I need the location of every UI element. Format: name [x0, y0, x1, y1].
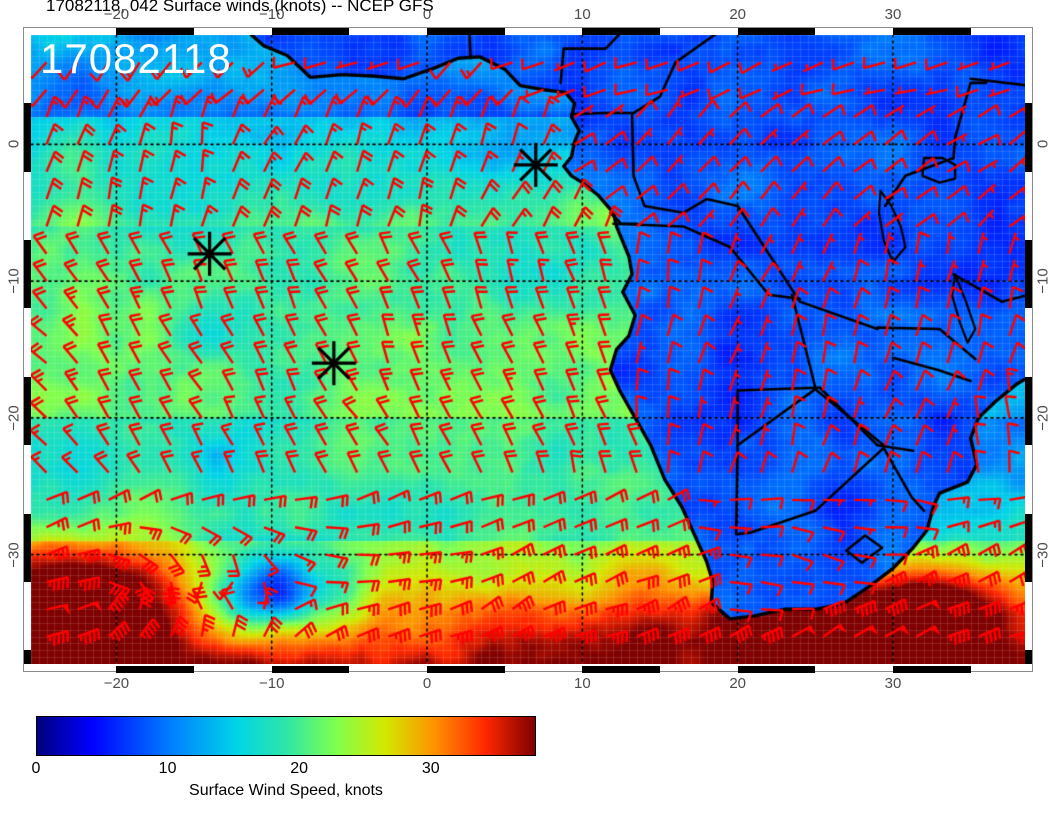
- x-tick-bottom-2: 0: [422, 675, 432, 692]
- colorbar-group: 0 10 20 30 Surface Wind Speed, knots: [32, 716, 536, 799]
- frame-seg-bottom-1: [116, 666, 195, 673]
- x-tick-bottom-3: 10: [574, 675, 591, 692]
- wind-speed-map[interactable]: [31, 35, 1025, 664]
- x-tick-top-2: 0: [422, 6, 432, 23]
- x-tick-top-1: −10: [259, 6, 285, 23]
- y-tick-left-0: 0: [5, 140, 23, 149]
- frame-seg-bottom-5: [427, 666, 505, 673]
- frame-seg-top-5: [427, 28, 505, 35]
- x-tick-bottom-5: 30: [884, 675, 902, 692]
- y-tick-left-3: −30: [5, 541, 23, 568]
- x-tick-top-0: −20: [103, 6, 130, 23]
- colorbar-tick-0: 0: [31, 760, 41, 777]
- frame-seg-top-9: [737, 28, 816, 35]
- frame-seg-top-11: [892, 28, 971, 35]
- y-tick-right-1: −10: [1034, 268, 1052, 294]
- date-stamp-overlay: 17082118: [40, 35, 232, 82]
- figure-title: 17082118, 042 Surface winds (knots) -- N…: [46, 0, 434, 15]
- x-tick-bottom-4: 20: [729, 675, 747, 692]
- colorbar-gradient[interactable]: [36, 716, 536, 756]
- frame-seg-left-7: [24, 513, 31, 582]
- frame-seg-top-1: [116, 28, 195, 35]
- y-tick-left-1: −10: [5, 268, 23, 294]
- y-tick-right-2: −20: [1034, 405, 1052, 431]
- map-canvas-container[interactable]: [31, 35, 1025, 664]
- colorbar-tick-1: 10: [158, 760, 177, 777]
- x-tick-top-3: 10: [574, 6, 591, 23]
- frame-seg-bottom-3: [271, 666, 350, 673]
- frame-seg-right-7: [1025, 513, 1032, 582]
- frame-seg-bottom-7: [582, 666, 661, 673]
- frame-seg-right-5: [1025, 376, 1032, 446]
- x-tick-top-5: 30: [884, 6, 902, 23]
- x-tick-bottom-0: −20: [103, 675, 130, 692]
- frame-seg-left-3: [24, 240, 31, 309]
- frame-seg-left-5: [24, 376, 31, 446]
- colorbar-tick-3: 30: [421, 760, 440, 777]
- frame-seg-top-3: [271, 28, 350, 35]
- y-tick-right-3: −30: [1034, 541, 1052, 568]
- y-tick-right-0: 0: [1034, 140, 1052, 149]
- x-tick-bottom-1: −10: [259, 675, 285, 692]
- frame-seg-bottom-11: [892, 666, 971, 673]
- frame-seg-right-1: [1025, 103, 1032, 172]
- frame-seg-right-9: [1025, 650, 1032, 664]
- colorbar-axis-label: Surface Wind Speed, knots: [189, 782, 383, 799]
- frame-seg-left-1: [24, 103, 31, 172]
- y-tick-left-2: −20: [5, 405, 23, 431]
- frame-seg-top-7: [582, 28, 661, 35]
- frame-seg-right-3: [1025, 240, 1032, 309]
- colorbar-tick-2: 20: [290, 760, 309, 777]
- frame-seg-bottom-9: [737, 666, 816, 673]
- frame-seg-left-9: [24, 650, 31, 664]
- x-tick-top-4: 20: [729, 6, 747, 23]
